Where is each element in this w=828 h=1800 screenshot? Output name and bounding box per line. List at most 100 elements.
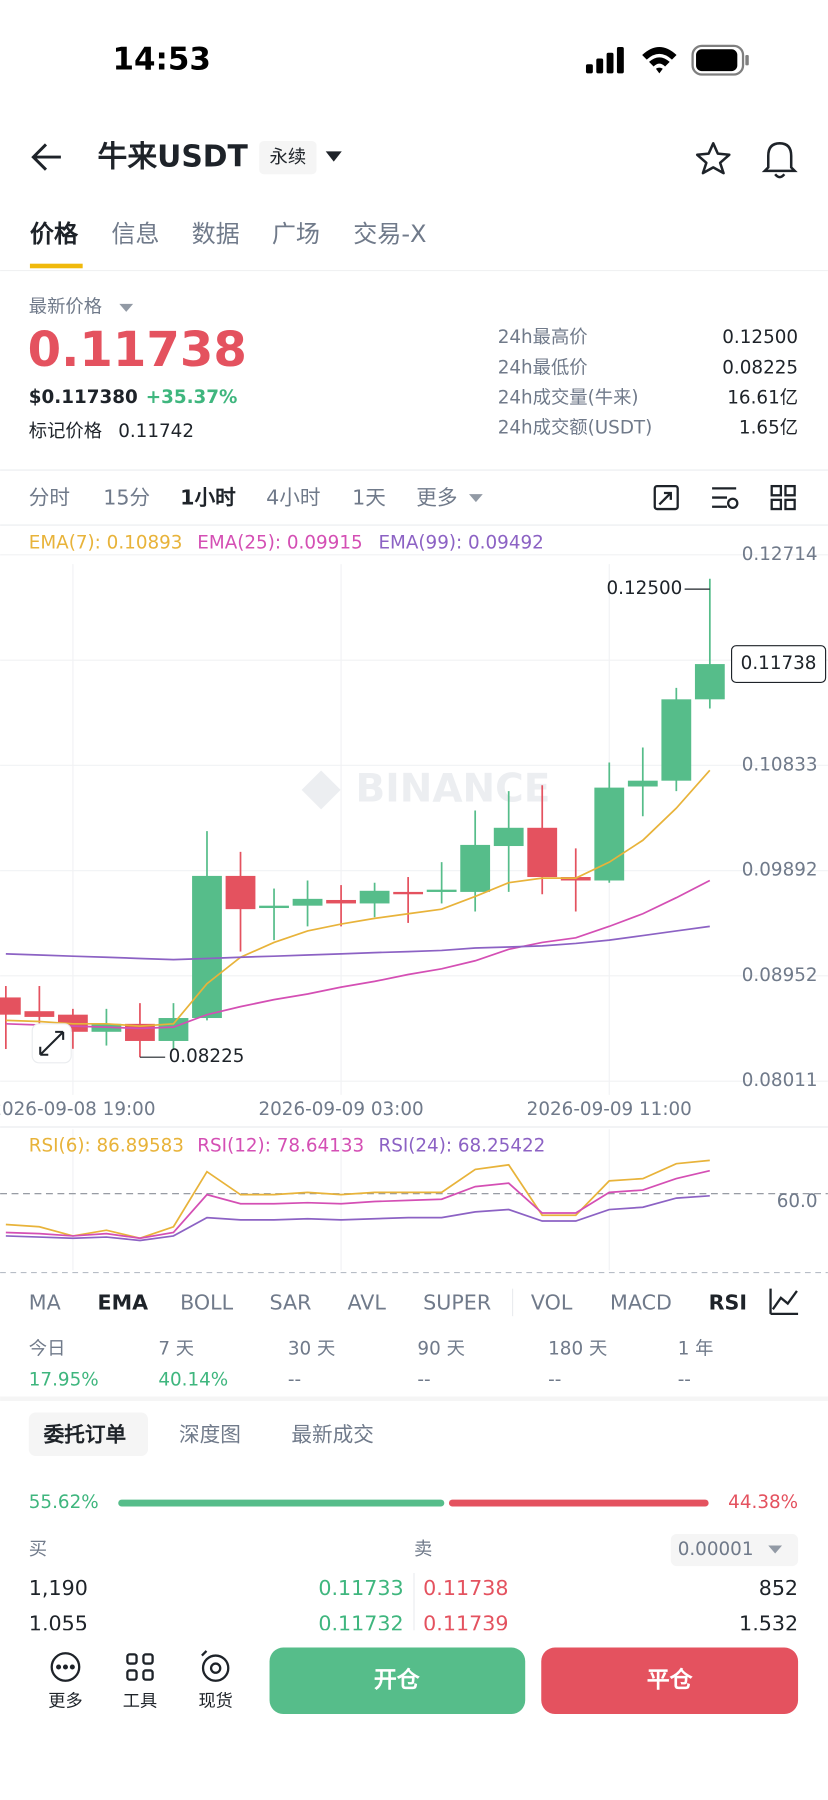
- tab-pill: [28, 1412, 149, 1457]
- chart-tools[interactable]: [653, 484, 796, 511]
- candle-body: [527, 827, 558, 878]
- ask-qty: 852: [759, 1576, 798, 1600]
- indicator-tab[interactable]: RSI: [709, 1291, 747, 1315]
- candle-body: [292, 898, 323, 906]
- y-tick-label: 0.10833: [742, 754, 818, 775]
- close-button[interactable]: [541, 1647, 799, 1715]
- interval[interactable]: 更多: [416, 486, 457, 510]
- last-price-box: [731, 645, 827, 683]
- y-tick-label: 60.0: [777, 1191, 818, 1212]
- indicator-tab[interactable]: EMA: [98, 1291, 149, 1315]
- period-label: 今日: [29, 1338, 66, 1359]
- period-change: --: [417, 1369, 430, 1390]
- ask-price: 0.11738: [423, 1576, 508, 1600]
- tab-indicator: [29, 263, 83, 269]
- period-label: 180 天: [548, 1338, 607, 1359]
- toolbar-label[interactable]: 工具: [123, 1691, 157, 1711]
- y-tick-label: 0.09892: [742, 860, 818, 881]
- indicator-tab[interactable]: BOLL: [180, 1291, 234, 1315]
- indicator-tab[interactable]: VOL: [531, 1291, 573, 1315]
- indicator-tab[interactable]: MA: [29, 1291, 61, 1315]
- expand-icon[interactable]: [39, 1030, 65, 1056]
- price-label: 最新价格: [29, 296, 102, 317]
- book-tab[interactable]: 最新成交: [291, 1422, 374, 1446]
- legend-entry: EMA(7): 0.10893: [29, 532, 183, 553]
- toolbar-icons[interactable]: [50, 1650, 230, 1682]
- kline-chart: BINANCE0.127140.117730.108330.098920.089…: [0, 532, 828, 1271]
- interval[interactable]: 4小时: [266, 486, 320, 510]
- buy-ratio-label: 55.62%: [29, 1492, 99, 1513]
- toolbar-label[interactable]: 现货: [198, 1691, 232, 1711]
- tab[interactable]: 数据: [192, 220, 240, 248]
- period-change: --: [288, 1369, 301, 1390]
- sell-header: 卖: [414, 1539, 432, 1560]
- bell-icon[interactable]: [761, 142, 798, 179]
- legend-entry: RSI(24): 68.25422: [378, 1135, 545, 1156]
- rsi-line: [5, 1159, 710, 1240]
- candle-body: [493, 827, 524, 847]
- precision-pill[interactable]: [670, 1534, 799, 1567]
- toolbar-label[interactable]: 更多: [48, 1691, 82, 1711]
- interval[interactable]: 1天: [352, 486, 386, 510]
- stat-label: 24h最高价: [498, 327, 588, 348]
- indicator-tab[interactable]: MACD: [610, 1291, 672, 1315]
- price-change: +35.37%: [146, 387, 238, 408]
- buy-header: 买: [29, 1539, 47, 1560]
- candle-body: [594, 787, 625, 881]
- interval[interactable]: 分时: [29, 486, 70, 510]
- candle-body: [627, 780, 658, 787]
- candle-body: [24, 1011, 55, 1017]
- x-tick-label: 2026-09-09 03:00: [258, 1099, 423, 1120]
- status-time: 14:53: [112, 41, 210, 77]
- buy-ratio-bar: [118, 1499, 445, 1507]
- stat-label: 24h成交量(牛来): [498, 388, 639, 409]
- period-label: 1 年: [678, 1338, 714, 1359]
- stat-value: 1.65亿: [739, 418, 798, 439]
- interval[interactable]: 1小时: [180, 486, 236, 510]
- book-tab[interactable]: 委托订单: [43, 1422, 127, 1446]
- rsi-line: [5, 1169, 710, 1240]
- bid-qty: 1,190: [29, 1576, 88, 1600]
- legend-entry: EMA(25): 0.09915: [197, 532, 362, 553]
- precision[interactable]: 0.00001: [678, 1539, 754, 1560]
- indicator-tab[interactable]: SAR: [270, 1291, 312, 1315]
- legend-entry: EMA(99): 0.09492: [378, 532, 543, 553]
- watermark: BINANCE: [356, 767, 551, 812]
- interval[interactable]: 15分: [103, 486, 150, 510]
- tab[interactable]: 广场: [272, 220, 320, 248]
- dropdown-icon[interactable]: [768, 1545, 783, 1554]
- tab[interactable]: 价格: [30, 220, 79, 248]
- indicator-settings-icon[interactable]: [769, 1288, 799, 1316]
- dropdown-icon[interactable]: [119, 303, 134, 312]
- candle-body: [393, 891, 424, 895]
- legend-entry: RSI(6): 86.89583: [29, 1135, 184, 1156]
- y-tick-label: 0.08952: [742, 965, 818, 986]
- ema-line: [5, 879, 711, 1030]
- indicator-tab[interactable]: AVL: [348, 1291, 387, 1315]
- period-label: 90 天: [417, 1338, 464, 1359]
- tab[interactable]: 信息: [111, 220, 159, 248]
- tab[interactable]: 交易-X: [353, 220, 426, 248]
- book-tab[interactable]: 深度图: [179, 1422, 241, 1446]
- mark-price-label: 标记价格: [29, 421, 102, 442]
- indicator-tab[interactable]: SUPER: [423, 1291, 491, 1315]
- dropdown-icon[interactable]: [469, 494, 483, 503]
- candle-body: [460, 844, 491, 892]
- period-label: 7 天: [158, 1338, 194, 1359]
- period-label: 30 天: [288, 1338, 335, 1359]
- back-icon[interactable]: [31, 143, 61, 171]
- dropdown-icon[interactable]: [325, 151, 342, 162]
- open-button-label[interactable]: 开仓: [374, 1666, 421, 1693]
- candle-body: [158, 1018, 189, 1041]
- last-price: 0.11738: [28, 322, 247, 378]
- stat-value: 16.61亿: [727, 388, 798, 409]
- star-icon[interactable]: [695, 142, 731, 175]
- rsi-line: [5, 1194, 710, 1242]
- open-button[interactable]: [269, 1647, 526, 1715]
- contract-badge: 永续: [270, 147, 307, 168]
- divider: [0, 1396, 828, 1402]
- close-button-label[interactable]: 平仓: [647, 1666, 694, 1693]
